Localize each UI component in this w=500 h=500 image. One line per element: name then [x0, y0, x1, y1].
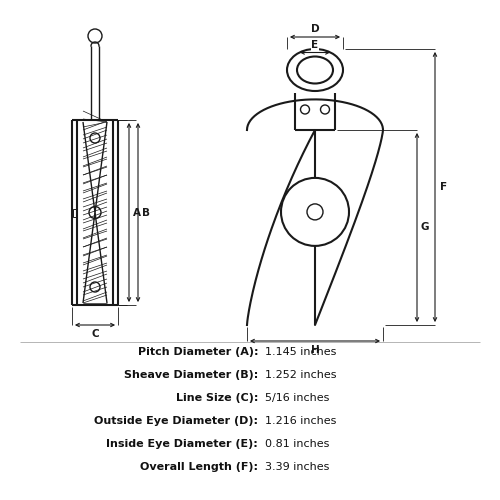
- Circle shape: [90, 282, 100, 292]
- Text: 3.39 inches: 3.39 inches: [265, 462, 330, 472]
- Circle shape: [320, 105, 330, 114]
- Text: Pitch Diameter (A):: Pitch Diameter (A):: [138, 347, 258, 357]
- Text: F: F: [440, 182, 448, 192]
- Text: E: E: [312, 40, 318, 50]
- Text: 1.216 inches: 1.216 inches: [265, 416, 336, 426]
- Text: B: B: [142, 208, 150, 218]
- Circle shape: [90, 133, 100, 143]
- Text: D: D: [310, 24, 320, 34]
- Ellipse shape: [297, 56, 333, 84]
- Text: 0.81 inches: 0.81 inches: [265, 439, 330, 449]
- Text: A: A: [133, 208, 141, 218]
- Text: Line Size (C):: Line Size (C):: [176, 393, 258, 403]
- Text: Overall Length (F):: Overall Length (F):: [140, 462, 258, 472]
- Text: 1.145 inches: 1.145 inches: [265, 347, 336, 357]
- Text: Outside Eye Diameter (D):: Outside Eye Diameter (D):: [94, 416, 258, 426]
- Circle shape: [307, 204, 323, 220]
- Text: 5/16 inches: 5/16 inches: [265, 393, 330, 403]
- Circle shape: [281, 178, 349, 246]
- Text: Sheave Diameter (B):: Sheave Diameter (B):: [124, 370, 258, 380]
- Ellipse shape: [287, 49, 343, 91]
- Text: G: G: [421, 222, 429, 232]
- Bar: [73, 208, 77, 216]
- Text: Inside Eye Diameter (E):: Inside Eye Diameter (E):: [106, 439, 258, 449]
- Circle shape: [89, 206, 101, 218]
- Text: H: H: [310, 345, 320, 355]
- Circle shape: [88, 29, 102, 43]
- Text: C: C: [91, 329, 99, 339]
- Text: 1.252 inches: 1.252 inches: [265, 370, 336, 380]
- Circle shape: [300, 105, 310, 114]
